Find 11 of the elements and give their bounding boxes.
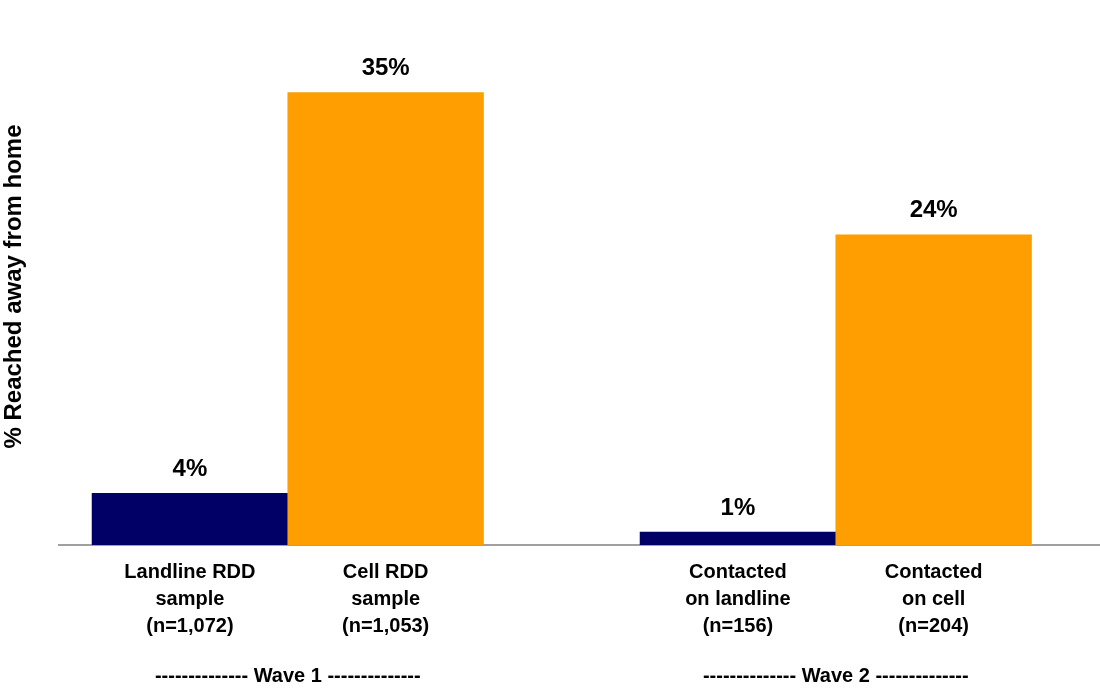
x-tick-label: Cell RDD sample (n=1,053) xyxy=(342,560,430,637)
y-axis-title: % Reached away from home xyxy=(0,124,27,449)
data-label: 4% xyxy=(172,453,208,481)
text: -------------- Wave 1 -------------- xyxy=(154,663,421,686)
data-label: 1% xyxy=(720,492,756,520)
text: -------------- Wave 2 -------------- xyxy=(702,663,969,686)
x-tick-label: Landline RDD sample (n=1,072) xyxy=(124,560,256,637)
x-tick-label: Contacted on landline (n=156) xyxy=(685,560,791,637)
data-label: 35% xyxy=(361,53,410,81)
x-tick-label: Contacted on cell (n=204) xyxy=(884,560,983,637)
data-label: 24% xyxy=(909,195,958,223)
